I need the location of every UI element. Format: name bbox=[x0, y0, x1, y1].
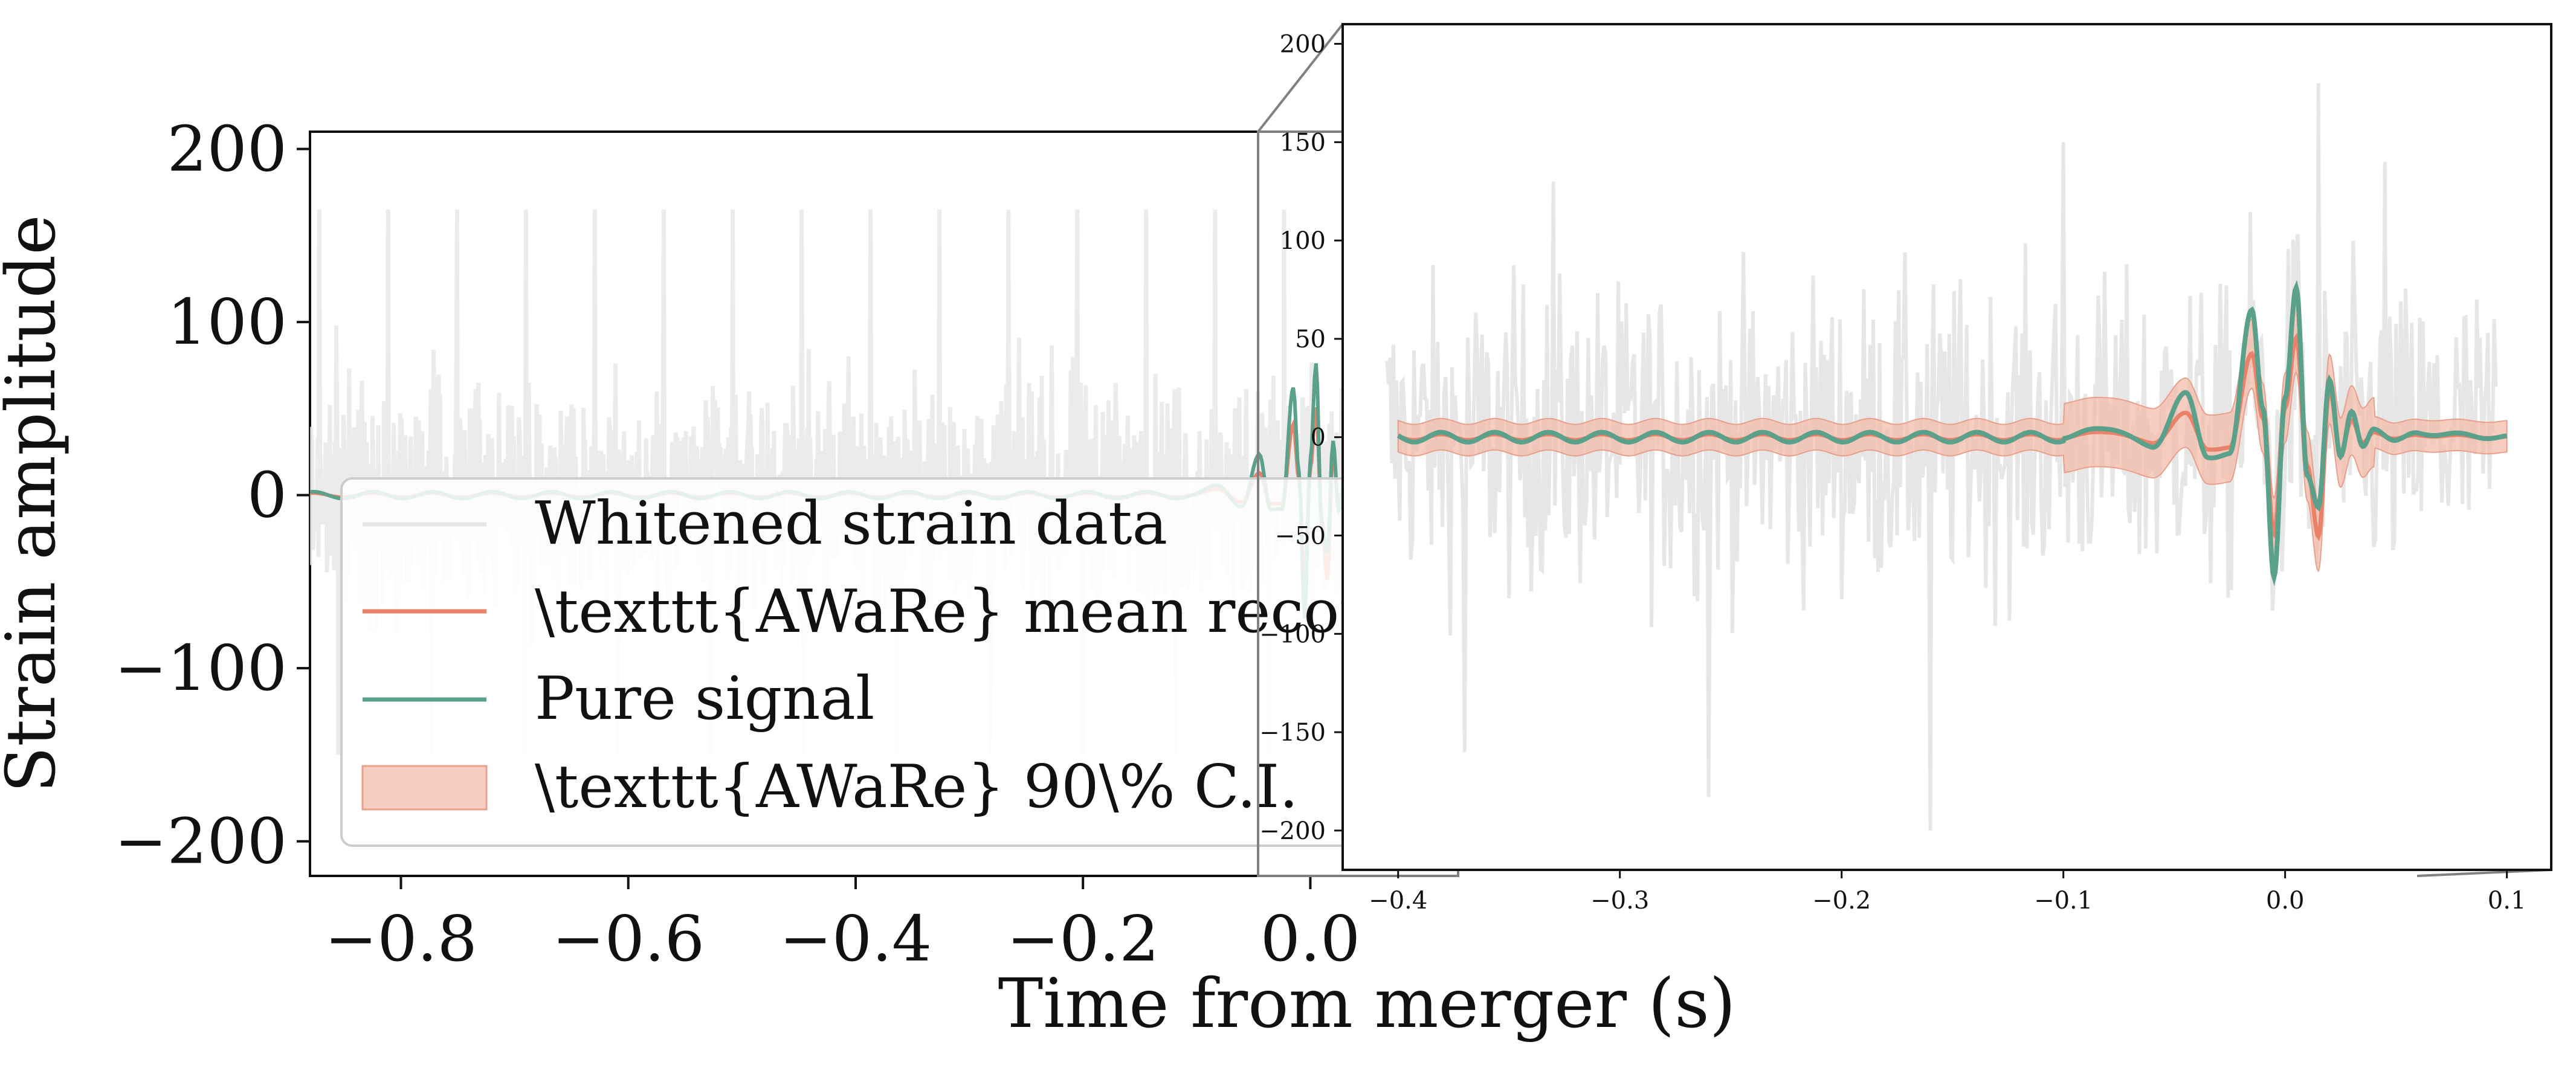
main-y-tick-label: 100 bbox=[167, 285, 287, 359]
main-y-axis-ticks: 200 100 0 −100 −200 bbox=[114, 112, 310, 878]
main-x-tick-label: −0.6 bbox=[552, 902, 705, 976]
inset-y-tick-label: −100 bbox=[1259, 620, 1326, 648]
inset-y-tick-label: 150 bbox=[1280, 129, 1326, 156]
legend-swatch-ci bbox=[361, 765, 488, 811]
legend-label-strain: Whitened strain data bbox=[535, 489, 1167, 558]
inset-y-tick-label: 100 bbox=[1280, 227, 1326, 255]
inset-y-tick-label: −200 bbox=[1259, 817, 1326, 845]
main-y-tick-label: 0 bbox=[247, 458, 287, 532]
legend-label-ci: \texttt{AWaRe} 90\% C.I. bbox=[535, 753, 1298, 822]
inset-y-tick-label: −150 bbox=[1259, 719, 1326, 747]
main-x-tick-label: −0.4 bbox=[780, 902, 932, 976]
inset-x-tick-label: 0.0 bbox=[2266, 887, 2305, 915]
main-y-tick-label: 200 bbox=[167, 112, 287, 186]
inset-y-tick-label: 50 bbox=[1295, 326, 1326, 353]
legend-label-pure: Pure signal bbox=[535, 664, 874, 733]
inset-plot: −0.4 −0.3 −0.2 −0.1 0.0 0.1 200 150 100 50 0 −50 −1… bbox=[1259, 23, 2552, 915]
inset-x-tick-label: −0.3 bbox=[1590, 887, 1649, 915]
inset-y-tick-label: 200 bbox=[1280, 31, 1326, 59]
inset-x-axis-ticks: −0.4 −0.3 −0.2 −0.1 0.0 0.1 bbox=[1369, 870, 2526, 915]
inset-ci-band bbox=[1397, 301, 2508, 573]
inset-y-tick-label: 0 bbox=[1311, 424, 1326, 452]
zoom-connector-top bbox=[1257, 23, 1344, 133]
inset-pure-line bbox=[1396, 280, 2508, 587]
main-y-tick-label: −200 bbox=[114, 805, 287, 878]
x-axis-label: Time from merger (s) bbox=[998, 965, 1736, 1043]
inset-x-tick-label: −0.1 bbox=[2034, 887, 2093, 915]
main-y-tick-label: −100 bbox=[114, 631, 287, 705]
inset-x-tick-label: 0.1 bbox=[2488, 887, 2526, 915]
inset-y-axis-ticks: 200 150 100 50 0 −50 −100 −150 −200 bbox=[1259, 31, 1343, 845]
main-x-axis-ticks: −0.8 −0.6 −0.4 −0.2 0.0 bbox=[324, 876, 1360, 976]
inset-y-tick-label: −50 bbox=[1275, 523, 1326, 550]
y-axis-label: Strain amplitude bbox=[0, 214, 71, 793]
main-x-tick-label: −0.2 bbox=[1007, 902, 1160, 976]
inset-x-tick-label: −0.4 bbox=[1369, 887, 1427, 915]
inset-strain-line bbox=[1385, 83, 2498, 831]
main-x-tick-label: −0.8 bbox=[324, 902, 477, 976]
main-x-tick-label: 0.0 bbox=[1261, 902, 1360, 976]
inset-x-tick-label: −0.2 bbox=[1812, 887, 1871, 915]
